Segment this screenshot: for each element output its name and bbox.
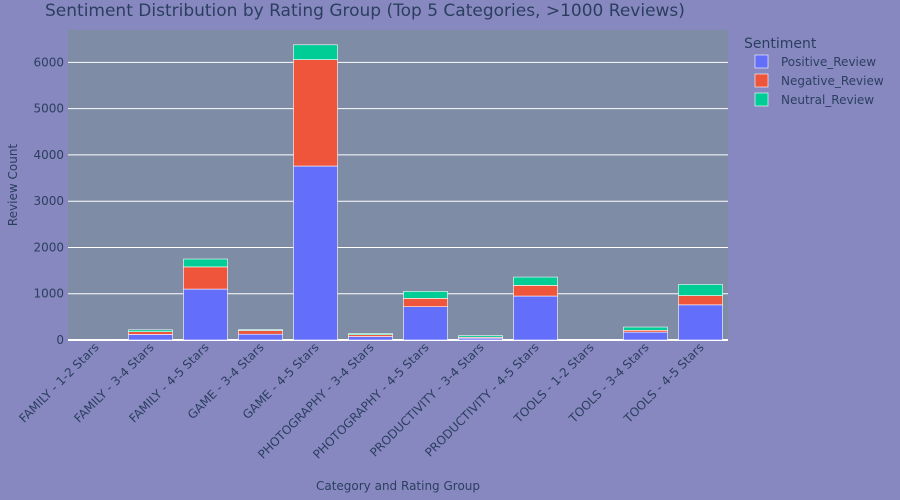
bar-segment[interactable] — [623, 326, 668, 331]
bar-segment[interactable] — [183, 288, 228, 341]
bar-segment[interactable] — [623, 331, 668, 341]
y-tick-label: 2000 — [33, 240, 64, 254]
plot-area — [68, 30, 728, 340]
legend-label: Negative_Review — [781, 74, 884, 88]
bar-segment[interactable] — [678, 295, 723, 306]
legend-label: Neutral_Review — [781, 93, 874, 107]
gridlines — [68, 61, 728, 341]
bars — [73, 44, 723, 341]
bar-segment[interactable] — [458, 335, 503, 338]
bar-segment[interactable] — [348, 333, 393, 335]
y-tick-label: 4000 — [33, 148, 64, 162]
bar-segment[interactable] — [128, 331, 173, 335]
legend: Sentiment Positive_Review Negative_Review… — [744, 36, 884, 107]
legend-swatch — [754, 92, 769, 107]
legend-swatch — [754, 54, 769, 69]
bar-segment[interactable] — [238, 329, 283, 331]
bar-segment[interactable] — [403, 306, 448, 341]
bar-segment[interactable] — [293, 44, 338, 60]
bar-segment[interactable] — [238, 330, 283, 335]
bar-segment[interactable] — [678, 304, 723, 341]
bar-segment[interactable] — [183, 258, 228, 268]
x-axis-title: Category and Rating Group — [316, 479, 480, 493]
bar-segment[interactable] — [128, 329, 173, 332]
bar-segment[interactable] — [183, 266, 228, 290]
y-tick-label: 1000 — [33, 287, 64, 301]
bar-segment[interactable] — [513, 276, 558, 286]
bar-segment[interactable] — [293, 165, 338, 341]
bar-segment[interactable] — [403, 298, 448, 307]
y-tick-label: 3000 — [33, 194, 64, 208]
bar-segment[interactable] — [403, 291, 448, 299]
y-axis-title: Review Count — [6, 144, 20, 227]
y-tick-label: 6000 — [33, 55, 64, 69]
legend-title: Sentiment — [744, 36, 817, 52]
bar-segment[interactable] — [348, 336, 393, 341]
legend-swatch — [754, 73, 769, 88]
bar-segment[interactable] — [513, 295, 558, 341]
y-tick-label: 0 — [56, 333, 64, 347]
chart-title: Sentiment Distribution by Rating Group (… — [45, 1, 685, 21]
bar-segment[interactable] — [238, 333, 283, 341]
bar-segment[interactable] — [678, 284, 723, 296]
bar-segment[interactable] — [513, 285, 558, 297]
legend-item[interactable]: Positive_Review — [754, 54, 876, 69]
y-tick-label: 5000 — [33, 102, 64, 116]
legend-label: Positive_Review — [781, 55, 876, 69]
bar-segment[interactable] — [128, 334, 173, 341]
y-axis-ticks: 0 1000 2000 3000 4000 5000 6000 — [33, 55, 64, 347]
bar-segment[interactable] — [293, 59, 338, 167]
legend-item[interactable]: Negative_Review — [754, 73, 884, 88]
legend-item[interactable]: Neutral_Review — [754, 92, 874, 107]
